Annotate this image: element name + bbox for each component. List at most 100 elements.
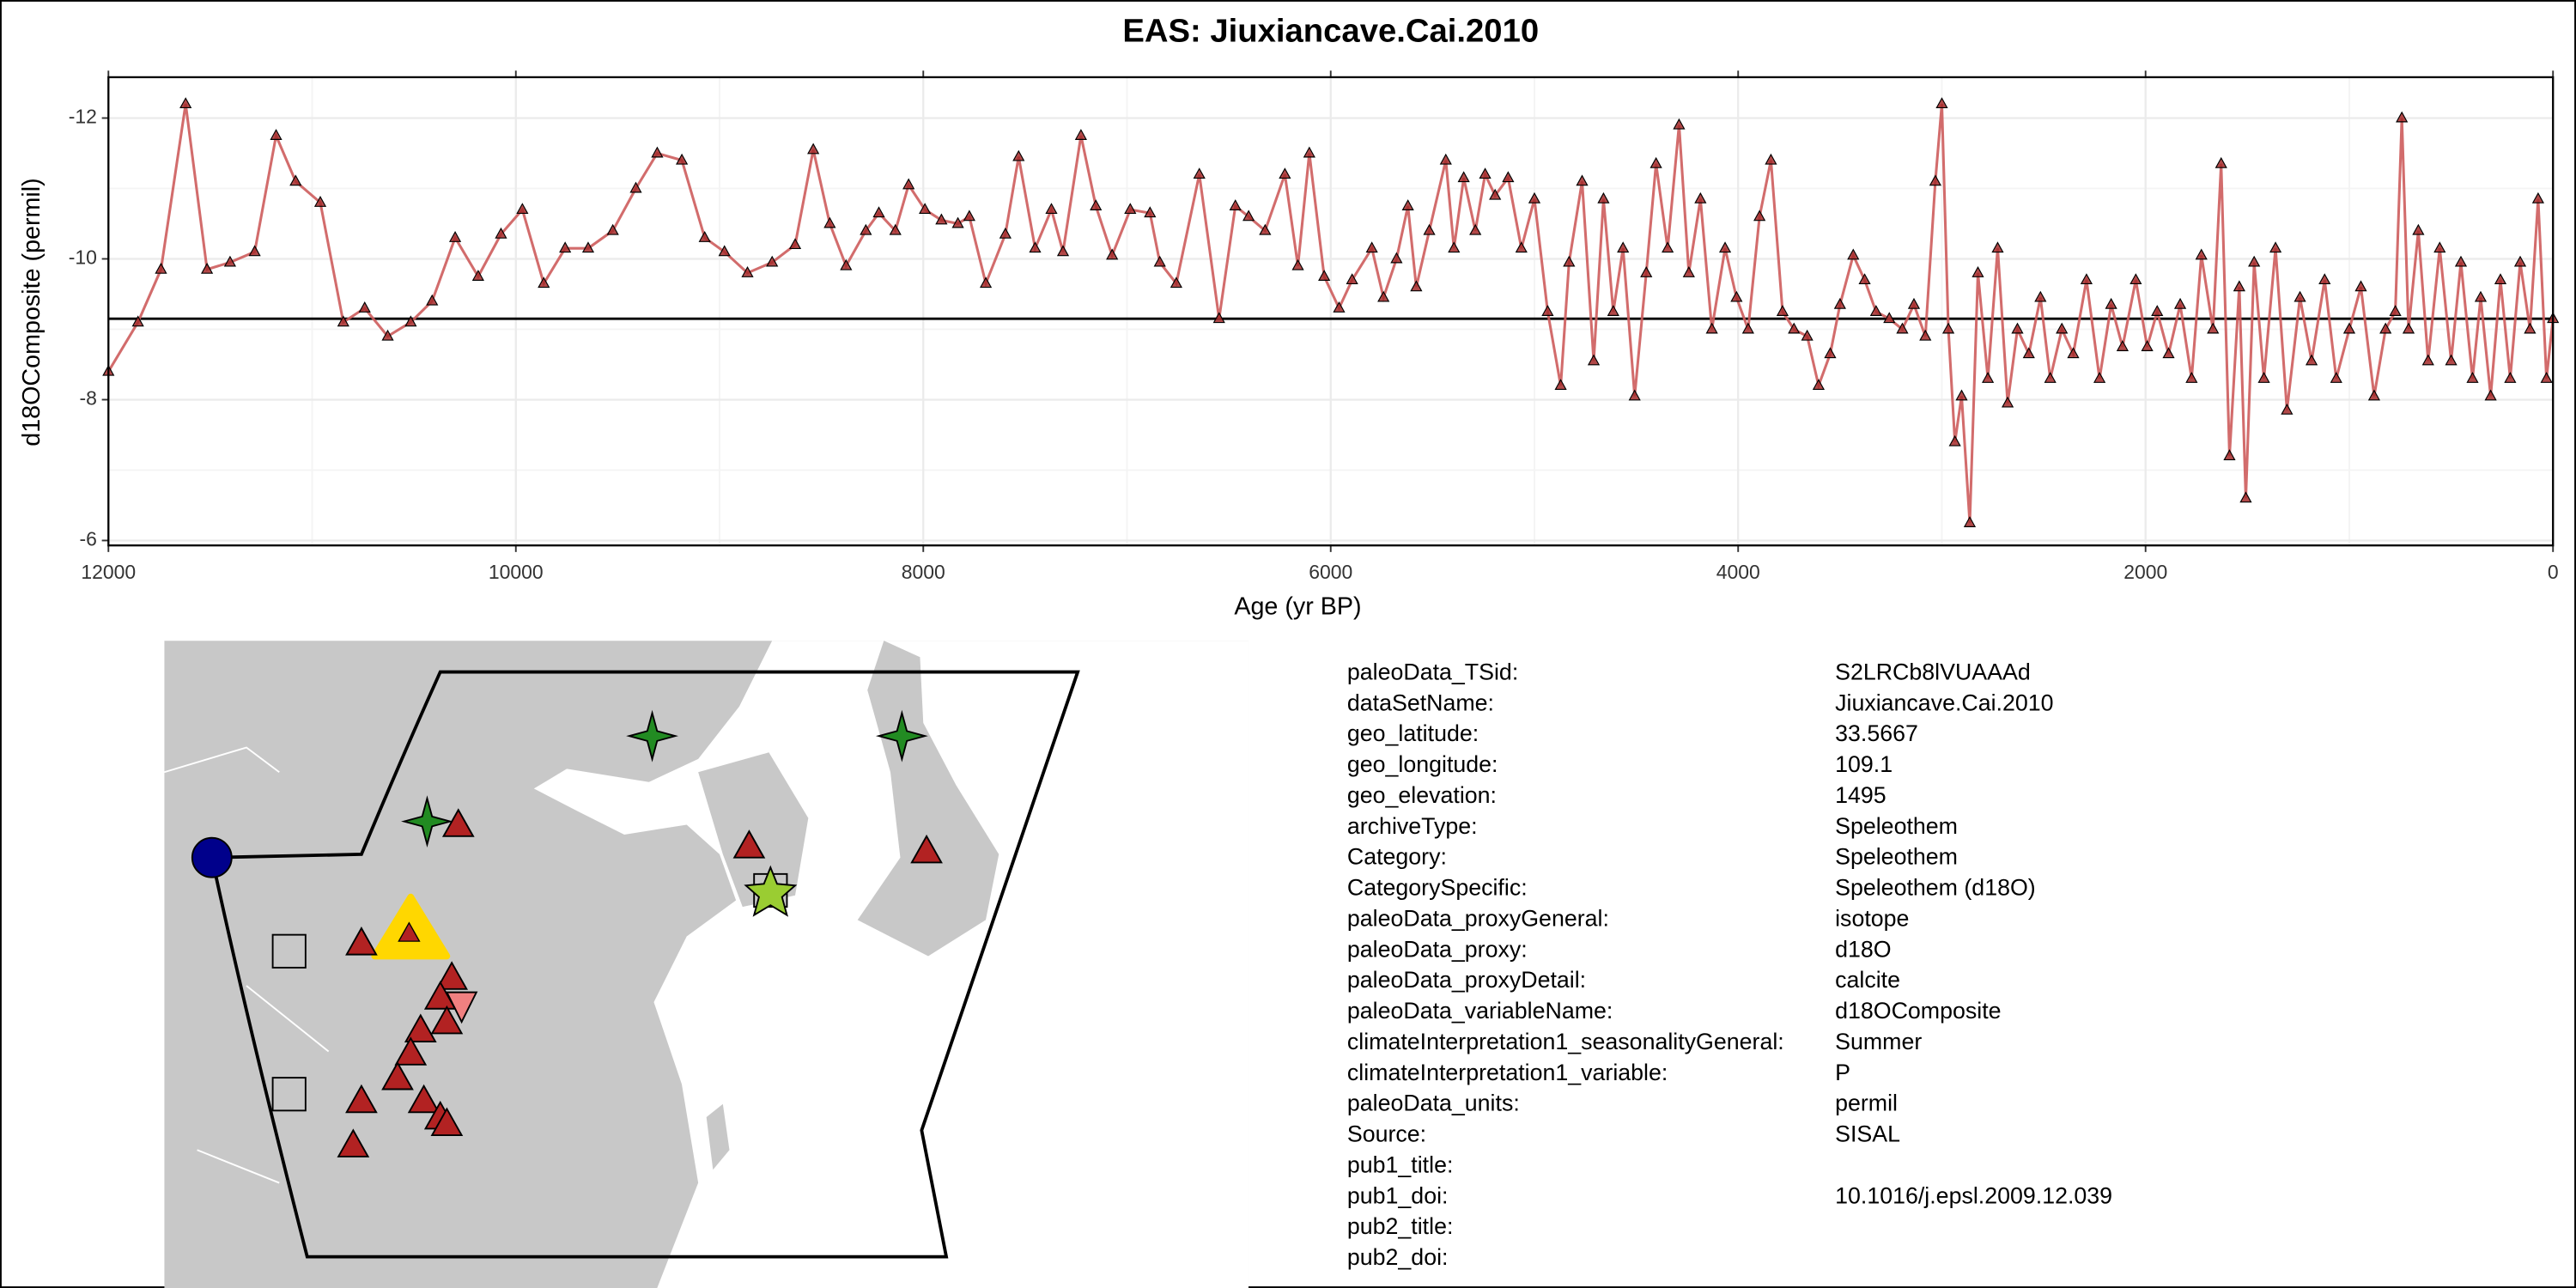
data-point [1479, 167, 1492, 179]
data-point [2056, 322, 2069, 334]
data-point [1919, 329, 1932, 341]
data-point [889, 223, 902, 235]
data-point [1730, 290, 1743, 302]
data-point [1963, 516, 1977, 527]
field-value: 109.1 [1835, 751, 1893, 777]
data-point [201, 262, 214, 274]
field-value: isotope [1835, 906, 1909, 932]
data-point [1941, 322, 1955, 334]
data-point [1279, 167, 1291, 179]
data-point [2421, 354, 2434, 366]
data-point [1502, 171, 1515, 183]
data-point [629, 181, 642, 193]
data-point [698, 230, 711, 242]
metadata-table: paleoData_TSid: S2LRCb8lVUAAAd dataSetName… [1347, 659, 2112, 1271]
data-point [1153, 255, 1166, 267]
data-point [223, 255, 237, 267]
data-point [289, 174, 302, 186]
data-point [1259, 223, 1272, 235]
data-point [1029, 241, 1042, 253]
field-name: paleoData_proxyDetail: [1347, 967, 1586, 993]
data-point [1410, 280, 1423, 292]
data-point [337, 315, 349, 327]
data-point [823, 216, 836, 228]
data-point [2223, 449, 2236, 461]
field-value: permil [1835, 1091, 1898, 1116]
data-point [2396, 111, 2409, 123]
data-point [2367, 389, 2381, 401]
field-name: CategorySpecific: [1347, 875, 1528, 901]
y-tick-label: -6 [79, 528, 96, 550]
data-point [2494, 273, 2507, 285]
data-point [2412, 223, 2425, 235]
data-point [538, 276, 550, 289]
data-point [1948, 434, 1961, 447]
data-point [1056, 245, 1070, 257]
x-tick-label: 2000 [2123, 561, 2167, 583]
data-point [1824, 347, 1837, 359]
field-name: geo_longitude: [1347, 751, 1498, 777]
data-point [1682, 265, 1695, 277]
data-point [902, 178, 915, 190]
data-point [1776, 305, 1789, 316]
data-point [179, 97, 192, 109]
data-point [718, 245, 731, 257]
data-point [951, 216, 964, 228]
data-point [1563, 255, 1576, 267]
data-point [2257, 371, 2270, 383]
field-value: 1495 [1835, 782, 1886, 808]
data-point [2022, 347, 2035, 359]
data-point [2162, 347, 2175, 359]
data-point [1869, 305, 1882, 316]
region-outline [210, 670, 1080, 1259]
data-point [2504, 371, 2517, 383]
data-point [495, 227, 507, 239]
data-point [2034, 290, 2047, 302]
data-point [2067, 347, 2080, 359]
data-point [1229, 199, 1242, 210]
field-name: pub2_doi: [1347, 1244, 1449, 1270]
data-point [2195, 248, 2208, 260]
data-point [1144, 206, 1157, 218]
field-name: climateInterpretation1_seasonalityGenera… [1347, 1029, 1784, 1054]
data-point [807, 143, 820, 155]
field-name: paleoData_proxy: [1347, 936, 1528, 962]
data-point [2044, 371, 2057, 383]
data-point [1074, 129, 1087, 140]
data-point [2513, 255, 2527, 267]
field-value: S2LRCb8lVUAAAd [1835, 659, 2031, 685]
data-point [1333, 301, 1346, 313]
data-point [1858, 273, 1871, 285]
data-point [1847, 248, 1860, 260]
field-name: Category: [1347, 844, 1447, 870]
data-point [2207, 322, 2220, 334]
data-point [2305, 354, 2318, 366]
data-point [1439, 153, 1452, 165]
data-point [1991, 241, 2004, 253]
data-point [2318, 273, 2331, 285]
site-marker [271, 1077, 307, 1112]
data-point [1597, 191, 1610, 204]
field-name: pub2_title: [1347, 1213, 1454, 1239]
data-point [1170, 276, 1183, 289]
field-name: paleoData_TSid: [1347, 659, 1518, 685]
field-name: pub1_title: [1347, 1151, 1454, 1177]
data-point [1753, 210, 1766, 222]
data-point [1457, 171, 1470, 183]
data-point [2342, 322, 2356, 334]
data-point [1628, 389, 1641, 401]
data-point [448, 230, 462, 242]
field-value: Speleothem [1835, 844, 1958, 870]
data-point [1649, 156, 1662, 168]
data-point [651, 146, 664, 158]
data-point [1193, 167, 1206, 179]
data-point [979, 276, 993, 289]
data-point [426, 294, 439, 306]
y-axis-title: d18OComposite (permil) [18, 178, 46, 446]
data-point [2293, 290, 2306, 302]
field-name: paleoData_variableName: [1347, 998, 1613, 1024]
data-point [1801, 329, 1814, 341]
field-value: Jiuxiancave.Cai.2010 [1835, 690, 2053, 715]
